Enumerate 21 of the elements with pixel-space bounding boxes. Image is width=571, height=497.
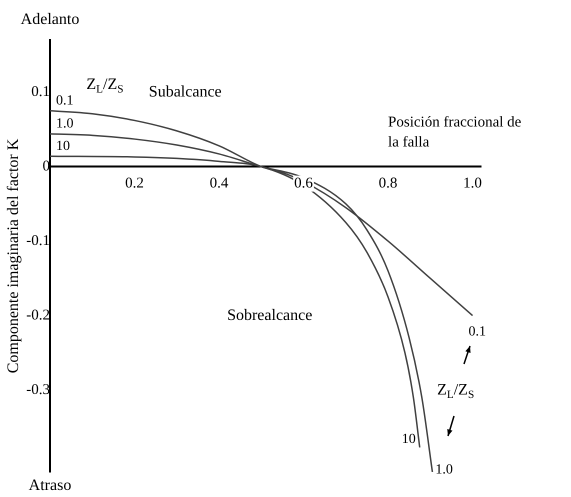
x-tick-label: 1.0 [463, 176, 482, 192]
text: 1.0 [435, 462, 453, 478]
x-tick-label: 0.6 [294, 176, 314, 192]
x-tick-label: 0.2 [125, 176, 144, 192]
y-axis-title: Componente imaginaria del factor K [5, 138, 22, 374]
text: 10 [56, 138, 70, 154]
text: Atraso [28, 477, 72, 494]
series-label: 1.0 [56, 116, 74, 132]
series-label: 10 [402, 432, 416, 448]
y-tick-label: -0.2 [26, 308, 50, 324]
series-label: 0.1 [56, 93, 74, 108]
annotation: Subalcance [148, 83, 222, 100]
text: 0.1 [468, 324, 486, 340]
x-axis-title: Posición fraccional de la falla [388, 114, 522, 151]
annotation: Sobrealcance [227, 306, 312, 324]
x-tick-label: 0.8 [378, 176, 398, 192]
y-tick-label: -0.1 [26, 233, 50, 250]
text: Adelanto [20, 11, 80, 28]
x-tick-label: 0.4 [210, 176, 229, 192]
y-tick-label: -0.3 [26, 382, 50, 398]
y-tick-label: 0.1 [31, 84, 50, 100]
